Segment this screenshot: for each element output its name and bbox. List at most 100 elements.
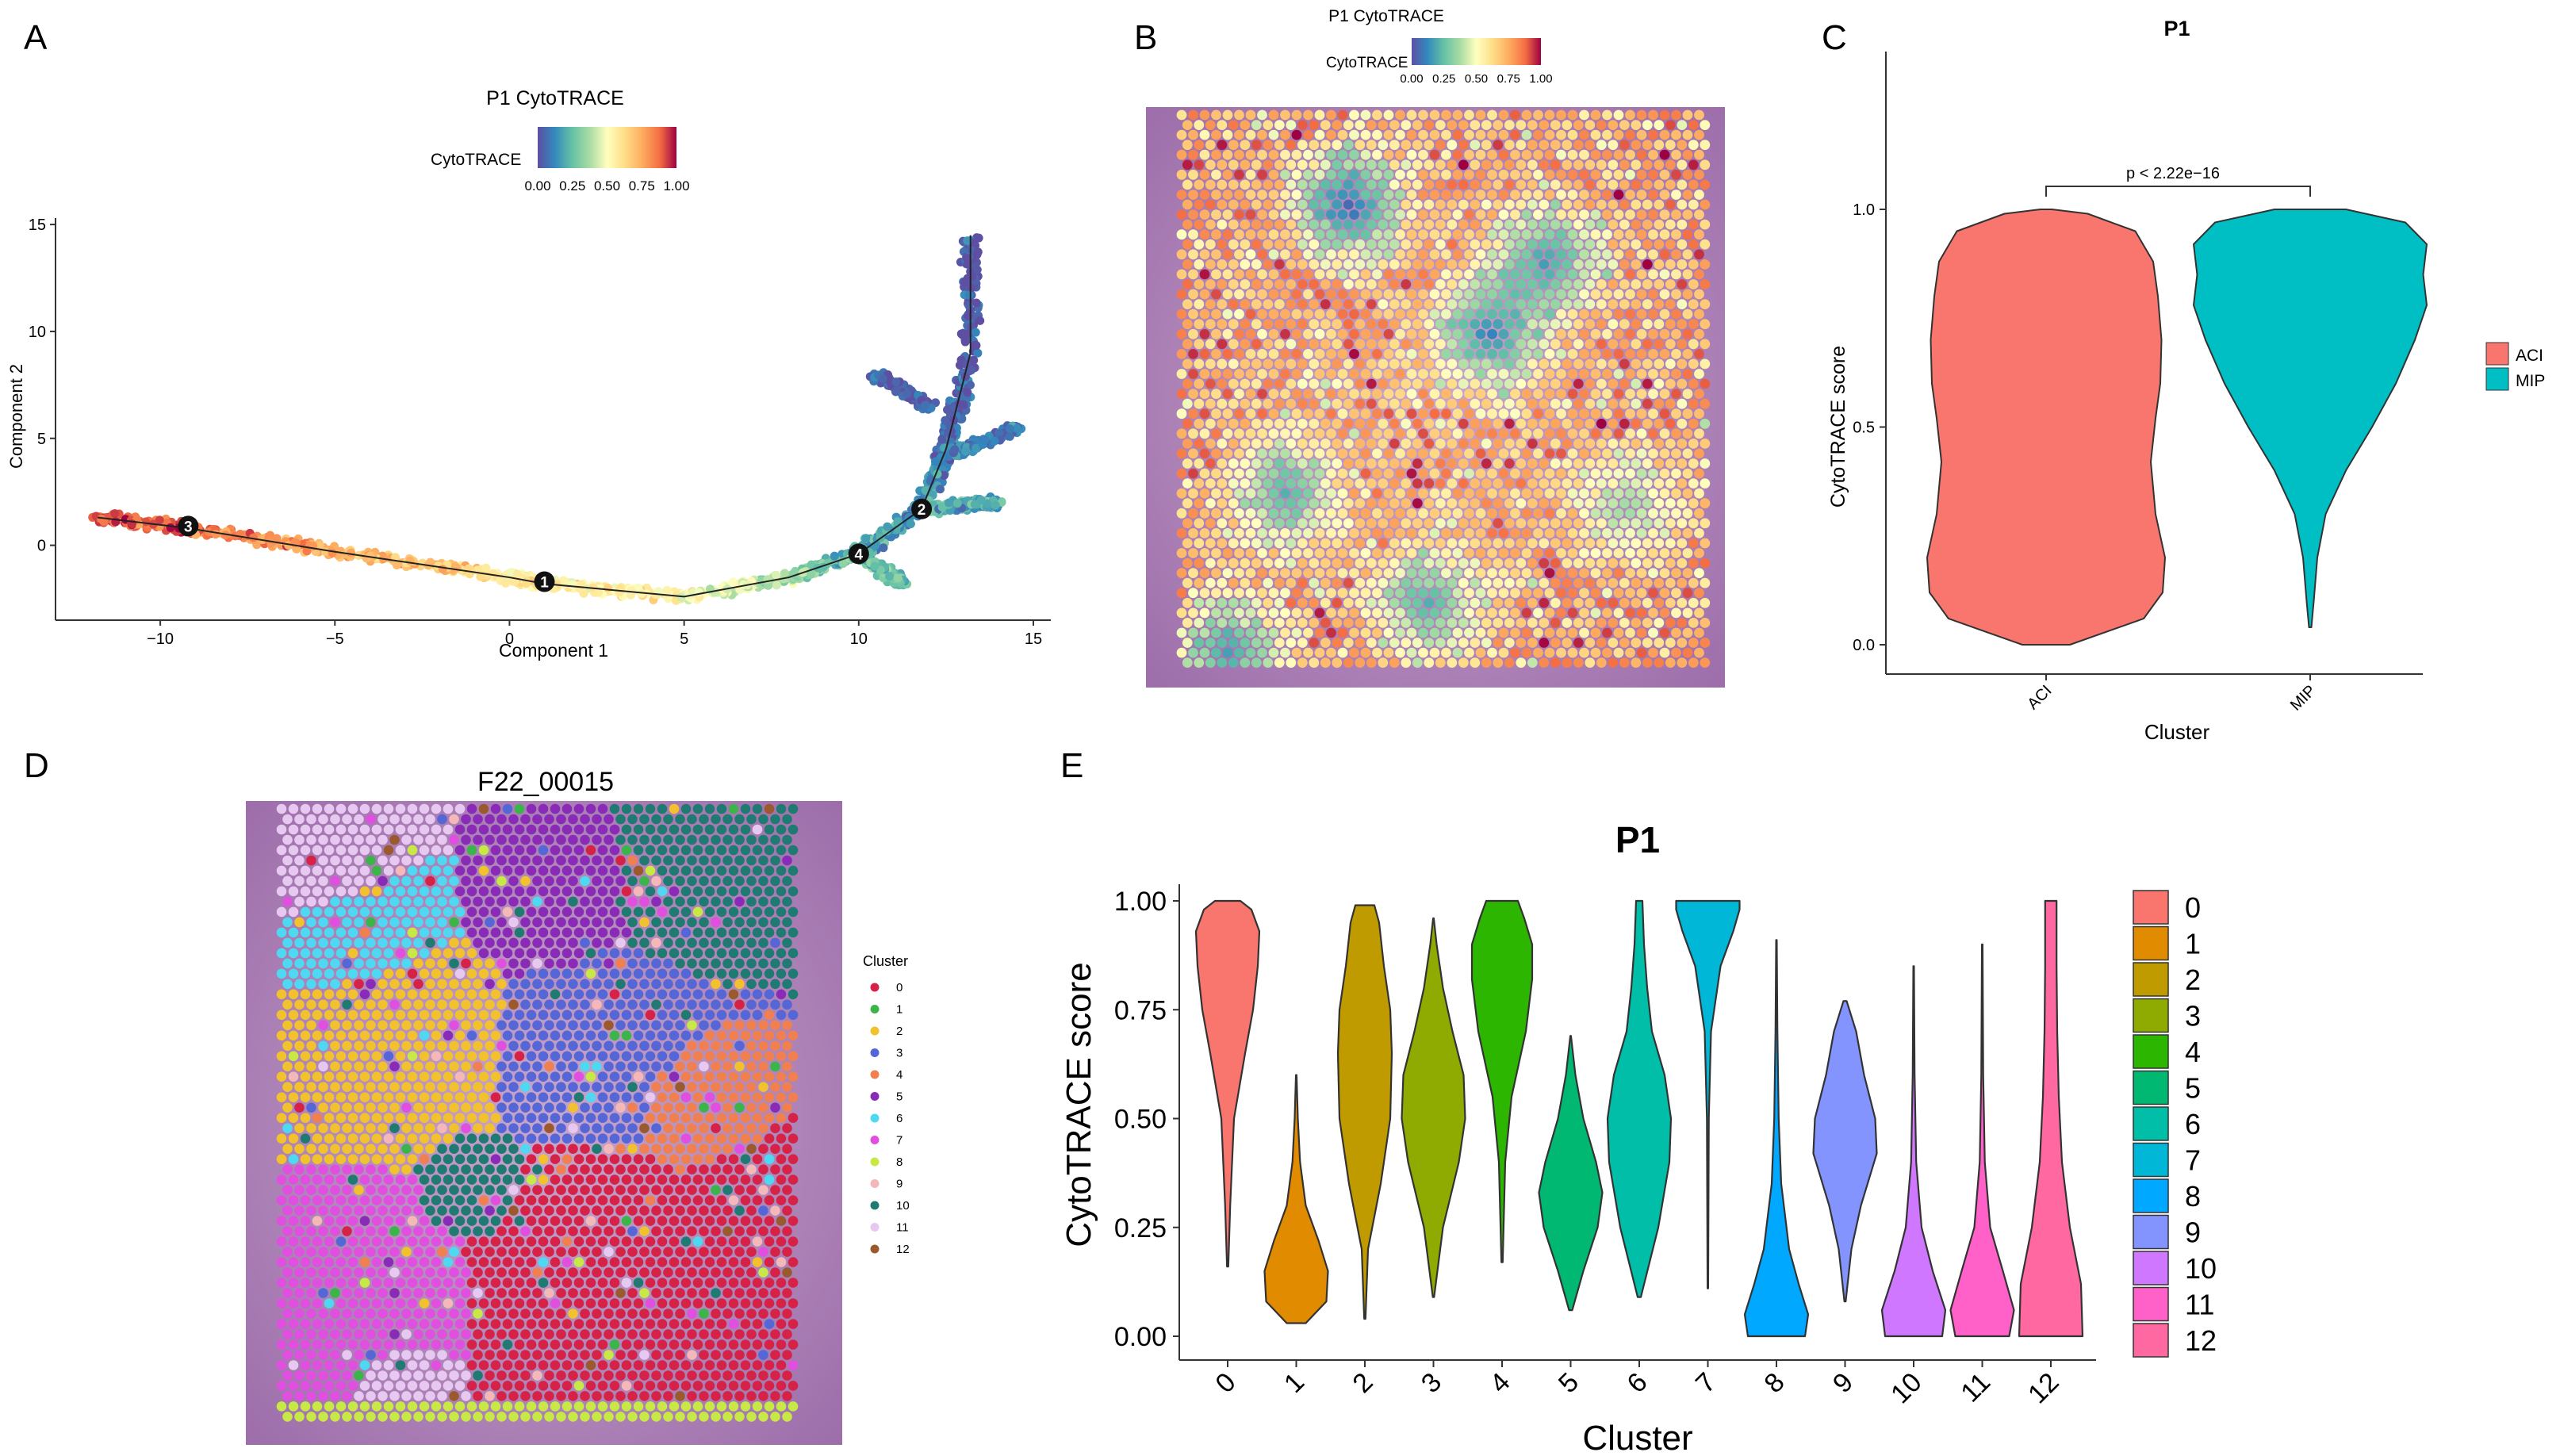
- spot: [1199, 229, 1210, 240]
- spot: [324, 886, 335, 897]
- spot: [1498, 249, 1509, 260]
- spot: [1544, 508, 1555, 519]
- spot: [1395, 588, 1405, 599]
- spot: [1648, 169, 1658, 180]
- spot: [1516, 299, 1527, 309]
- spot: [1383, 269, 1394, 280]
- spot: [1412, 378, 1423, 389]
- spot: [1521, 249, 1532, 260]
- spot: [1355, 478, 1366, 489]
- spot: [1349, 428, 1359, 439]
- spot: [604, 917, 614, 928]
- spot: [1487, 129, 1497, 140]
- spot: [1550, 339, 1561, 350]
- spot: [728, 824, 739, 835]
- spot: [1659, 508, 1670, 519]
- spot: [1493, 657, 1504, 668]
- spot: [1326, 627, 1336, 638]
- spot: [1291, 408, 1302, 420]
- spot: [1521, 349, 1532, 359]
- spot: [1590, 249, 1601, 260]
- spot: [1625, 369, 1635, 379]
- spot: [1234, 389, 1244, 399]
- spot: [1636, 190, 1647, 200]
- spot: [1268, 149, 1279, 160]
- spot: [1309, 140, 1320, 151]
- trajectory-line: [97, 235, 971, 598]
- spot: [1435, 577, 1446, 588]
- spot: [1521, 548, 1532, 558]
- spot: [1608, 538, 1619, 549]
- spot: [680, 865, 692, 876]
- spot: [324, 803, 335, 814]
- cell-point: [97, 514, 106, 523]
- spot: [1585, 299, 1596, 309]
- x-tick-label: ACI: [2024, 682, 2055, 713]
- spot: [1665, 498, 1676, 509]
- spot: [1470, 618, 1481, 628]
- spot: [788, 886, 799, 897]
- spot: [1401, 478, 1412, 489]
- spot: [609, 845, 620, 856]
- spot: [1326, 229, 1336, 240]
- spot: [473, 917, 483, 928]
- spot: [1498, 627, 1509, 638]
- spot: [1406, 308, 1417, 320]
- spot: [1694, 627, 1704, 638]
- spot: [1424, 478, 1435, 489]
- spot: [1412, 120, 1423, 131]
- spot: [1234, 369, 1244, 379]
- spot: [1533, 548, 1543, 558]
- panel-c-x-axis-label: Cluster: [2144, 720, 2210, 744]
- spot: [276, 906, 287, 918]
- spot: [604, 876, 614, 887]
- spot: [1303, 428, 1313, 439]
- spot: [1309, 478, 1320, 489]
- spot: [1659, 627, 1670, 638]
- spot: [1475, 607, 1486, 619]
- spot: [1688, 339, 1699, 350]
- spot: [1585, 339, 1596, 350]
- spot: [1602, 149, 1612, 160]
- cell-point: [967, 283, 976, 293]
- spot: [1608, 657, 1619, 668]
- spot: [312, 886, 323, 897]
- spot: [1481, 518, 1492, 529]
- spot: [1682, 389, 1693, 399]
- spot: [1412, 557, 1423, 569]
- spot: [1608, 418, 1619, 429]
- spot: [1579, 209, 1589, 220]
- spot: [1562, 418, 1573, 429]
- spot: [532, 876, 542, 887]
- spot: [1303, 328, 1313, 339]
- spot: [1245, 369, 1256, 379]
- spot: [1694, 269, 1704, 280]
- spot: [544, 917, 554, 928]
- spot: [1544, 528, 1555, 538]
- spot: [1268, 308, 1279, 320]
- spot: [1257, 548, 1267, 558]
- spot: [1383, 607, 1394, 619]
- spot: [1395, 129, 1405, 140]
- spot: [740, 803, 751, 814]
- spot: [1188, 548, 1198, 558]
- spot: [1240, 179, 1251, 190]
- spot: [1222, 548, 1233, 558]
- spot: [1636, 229, 1647, 240]
- spot: [1441, 169, 1451, 180]
- spot: [1504, 199, 1515, 210]
- spot: [1332, 439, 1343, 449]
- spot: [1677, 638, 1688, 648]
- spot: [1481, 219, 1492, 230]
- spot: [1182, 259, 1193, 270]
- spot: [1280, 568, 1290, 578]
- spot: [1337, 289, 1348, 300]
- spot: [1441, 528, 1451, 538]
- spot: [1412, 140, 1423, 151]
- spot: [1452, 129, 1463, 140]
- spot: [1688, 259, 1699, 270]
- spot: [1464, 249, 1474, 260]
- spot: [1429, 169, 1440, 180]
- spot: [1372, 428, 1382, 439]
- spot: [1464, 548, 1474, 558]
